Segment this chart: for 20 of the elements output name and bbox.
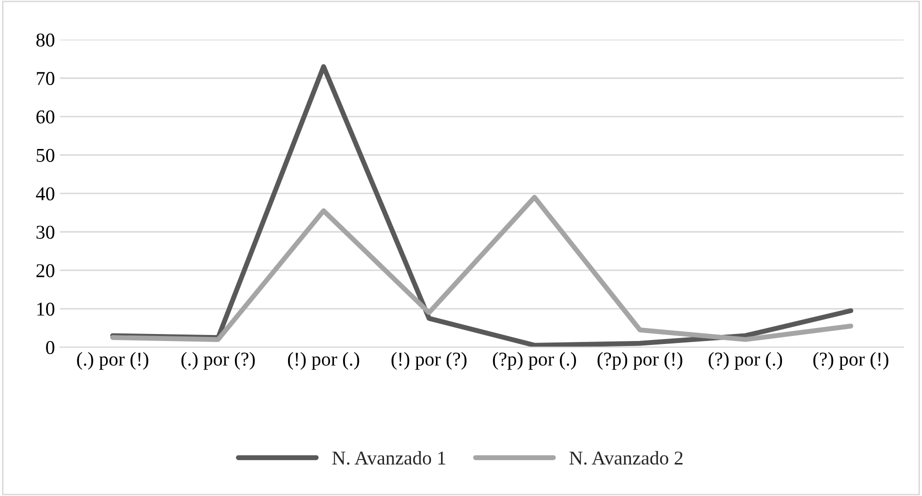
x-tick-label: (?) por (!)	[813, 352, 888, 370]
legend-label: N. Avanzado 2	[569, 450, 683, 465]
x-tick-label: (?p) por (.)	[492, 352, 576, 370]
y-tick-label: 40	[36, 187, 54, 200]
y-tick-label: 60	[36, 110, 54, 124]
x-tick-label: (?) por (.)	[708, 352, 782, 370]
x-tick-label: (?p) por (!)	[598, 352, 682, 370]
y-tick-label: 50	[36, 148, 54, 162]
line-series	[110, 194, 854, 342]
x-tick-label: (!) por (?)	[392, 352, 466, 370]
y-tick-label: 30	[36, 226, 54, 239]
x-tick-label: (.) por (?)	[181, 352, 255, 370]
y-tick-label: 70	[36, 72, 54, 86]
y-tick-label: 80	[36, 33, 54, 47]
x-tick-label: (!) por (.)	[288, 352, 360, 370]
y-tick-label: 10	[37, 302, 54, 316]
legend-label: N. Avanzado 1	[332, 450, 446, 465]
y-tick-label: 20	[36, 264, 54, 278]
x-tick-label: (.) por (!)	[77, 352, 148, 370]
y-tick-label: 0	[46, 341, 54, 354]
